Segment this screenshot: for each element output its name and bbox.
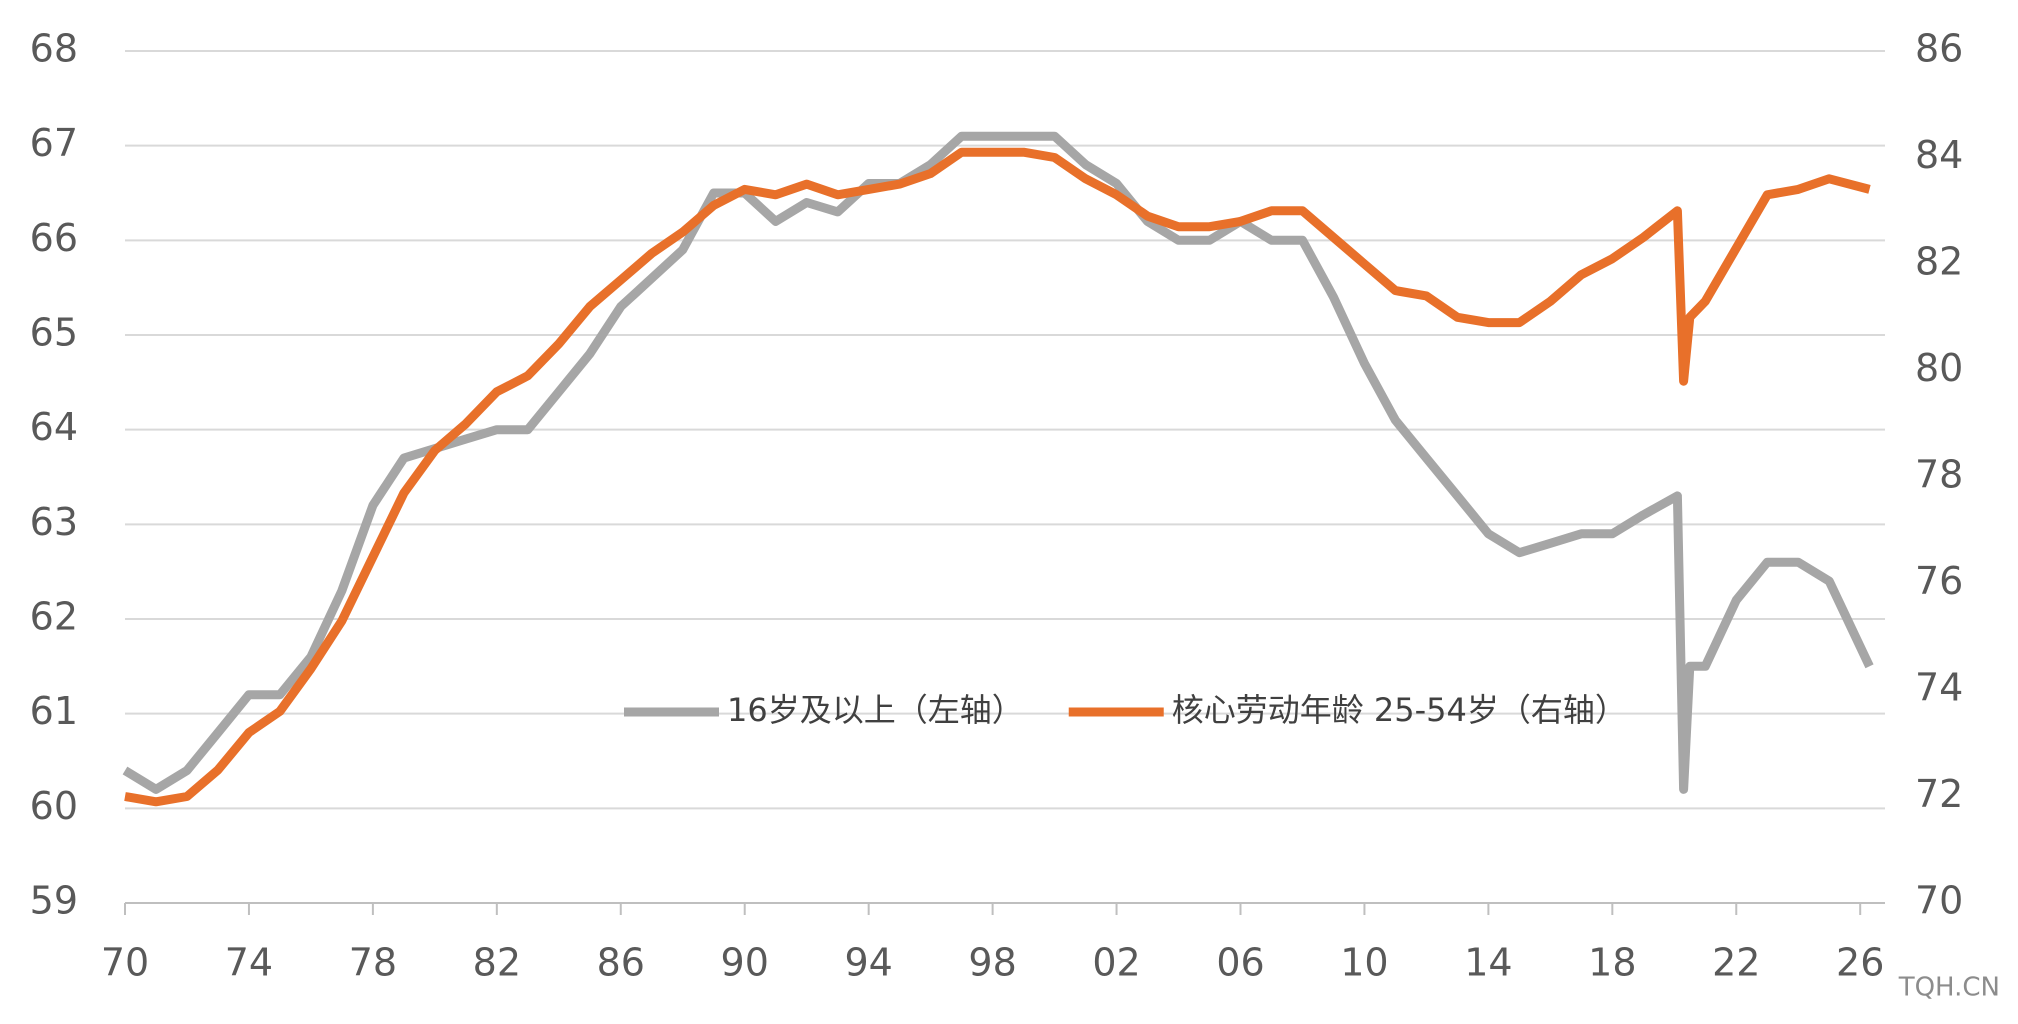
x-tick-label: 10	[1340, 941, 1388, 985]
legend-label: 核心劳动年龄 25-54岁（右轴）	[1172, 691, 1627, 729]
x-tick-label: 02	[1092, 941, 1140, 985]
x-tick-label: 82	[473, 941, 521, 985]
y-tick-label: 59	[30, 879, 78, 923]
y-tick-label: 67	[30, 121, 78, 165]
y2-tick-label: 80	[1915, 346, 1963, 390]
y2-tick-label: 78	[1915, 453, 1963, 497]
y2-tick-label: 72	[1915, 772, 1963, 816]
y-tick-label: 60	[30, 784, 78, 828]
x-tick-label: 14	[1464, 941, 1512, 985]
y-tick-label: 68	[30, 27, 78, 71]
y2-tick-label: 86	[1915, 27, 1963, 71]
y-tick-label: 64	[30, 405, 78, 449]
x-tick-label: 90	[721, 941, 769, 985]
y-tick-label: 61	[30, 689, 78, 733]
x-tick-label: 78	[349, 941, 397, 985]
x-tick-label: 70	[101, 941, 149, 985]
x-tick-label: 94	[844, 941, 892, 985]
x-tick-label: 86	[597, 941, 645, 985]
series-line	[122, 131, 1874, 794]
legend-label: 16岁及以上（左轴）	[727, 691, 1024, 729]
y2-tick-label: 76	[1915, 559, 1963, 603]
y2-tick-label: 70	[1915, 879, 1963, 923]
series-line	[124, 147, 1871, 807]
y2-tick-label: 82	[1915, 240, 1963, 284]
watermark: TQH.CN	[1898, 973, 2000, 1003]
x-tick-label: 74	[225, 941, 273, 985]
x-tick-label: 18	[1588, 941, 1636, 985]
y-tick-label: 62	[30, 595, 78, 639]
y-tick-label: 63	[30, 500, 78, 544]
y-tick-label: 65	[30, 311, 78, 355]
y-tick-label: 66	[30, 216, 78, 260]
y2-tick-label: 74	[1915, 666, 1963, 710]
x-tick-label: 98	[968, 941, 1016, 985]
y2-tick-label: 84	[1915, 133, 1963, 177]
x-tick-label: 26	[1836, 941, 1884, 985]
x-tick-label: 06	[1216, 941, 1264, 985]
x-tick-label: 22	[1712, 941, 1760, 985]
